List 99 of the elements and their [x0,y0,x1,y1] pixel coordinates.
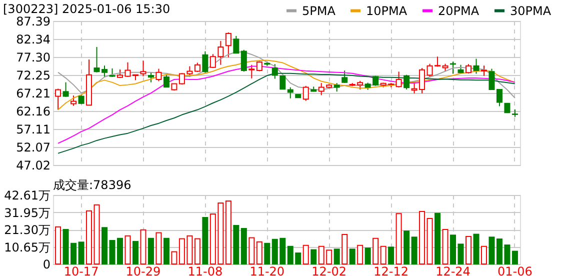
bar [380,246,386,264]
bar [450,234,456,264]
bar [225,200,232,264]
candlestick [473,58,480,74]
bar [404,230,410,264]
bar [396,213,402,264]
bar [140,229,146,264]
y-tick-label: 72.25 [16,68,50,83]
candlestick [280,75,286,90]
candlestick [62,82,69,98]
candlestick [248,64,255,79]
bar [480,246,487,264]
candlestick [156,68,162,82]
bar [364,248,371,264]
candlestick [140,60,146,77]
bar [264,242,270,264]
bar [233,224,240,264]
bar [372,238,379,264]
bar [124,235,131,264]
candlestick [272,64,278,80]
line-series [58,66,516,144]
x-tick-label: 11-20 [250,264,285,276]
bar [78,242,84,264]
bar [426,218,433,264]
chart-title: [300223] 2025-01-06 15:30 [3,2,170,16]
candlestick [480,65,487,76]
bar [302,244,309,264]
x-tick-label: 10-17 [64,264,99,276]
candlestick [194,62,200,72]
candlestick [233,35,240,54]
x-tick-label: 11-08 [188,264,223,276]
bar [442,229,448,264]
chart-title: 成交量:78396 [53,178,132,192]
x-tick-label: 01-06 [498,264,532,276]
candlestick [148,72,154,83]
candlestick [70,95,77,106]
bar [488,236,495,264]
bar [163,238,170,264]
legend-label: 20PMA [438,4,480,18]
bar [357,244,364,264]
bar [334,248,340,264]
bar [132,240,138,264]
bar [202,217,208,264]
bar [349,248,356,264]
bar [466,236,472,264]
candlestick [240,49,247,72]
bar [434,212,441,264]
y-tick-label: 62.16 [16,104,50,118]
candlestick [504,102,510,114]
y-tick-label: 57.11 [16,122,50,137]
legend-label: 10PMA [366,4,408,18]
candlestick [488,68,495,90]
y-tick-label: 82.34 [16,32,50,47]
bar [86,210,92,264]
y-tick-label: 0 [42,258,50,272]
candlestick [302,85,309,102]
y-tick-label: 67.21 [16,86,50,100]
bar [256,241,262,264]
y-tick-label: 87.39 [16,14,50,28]
legend-label: 5PMA [302,4,336,18]
candlestick [342,70,348,84]
bar [342,234,348,264]
y-tick-label: 42.61万 [4,188,50,202]
bar [156,232,162,264]
bar [310,249,317,264]
x-tick-label: 12-02 [312,264,347,276]
candlestick [202,50,208,74]
y-tick-label: 21.30万 [4,223,50,238]
bar [512,250,518,264]
y-tick-label: 47.02 [16,158,50,172]
y-tick-label: 77.30 [16,50,50,64]
candlestick [163,74,170,88]
bar [55,226,62,264]
y-tick-label: 31.95万 [4,206,50,220]
bar [411,236,418,264]
x-tick-label: 12-12 [374,264,408,276]
x-tick-label: 12-24 [436,264,470,276]
bar [388,246,394,264]
bar [458,244,464,264]
candlestick [225,32,232,58]
candlestick [404,74,410,90]
candlestick [287,86,294,99]
y-tick-label: 52.07 [16,140,50,154]
bar [171,251,178,264]
bar [194,238,200,264]
bar [473,234,480,264]
legend-label: 30PMA [510,4,552,18]
candlestick [55,88,62,110]
bar [248,237,255,264]
bar [148,238,154,264]
x-tick-label: 10-29 [126,264,161,276]
candlestick [396,71,402,88]
candlestick [466,64,472,74]
y-tick-label: 10.65万 [4,240,50,254]
bar [94,204,100,264]
bar [116,238,123,264]
bar [419,211,426,264]
candlestick [496,88,502,107]
bar [240,228,247,264]
